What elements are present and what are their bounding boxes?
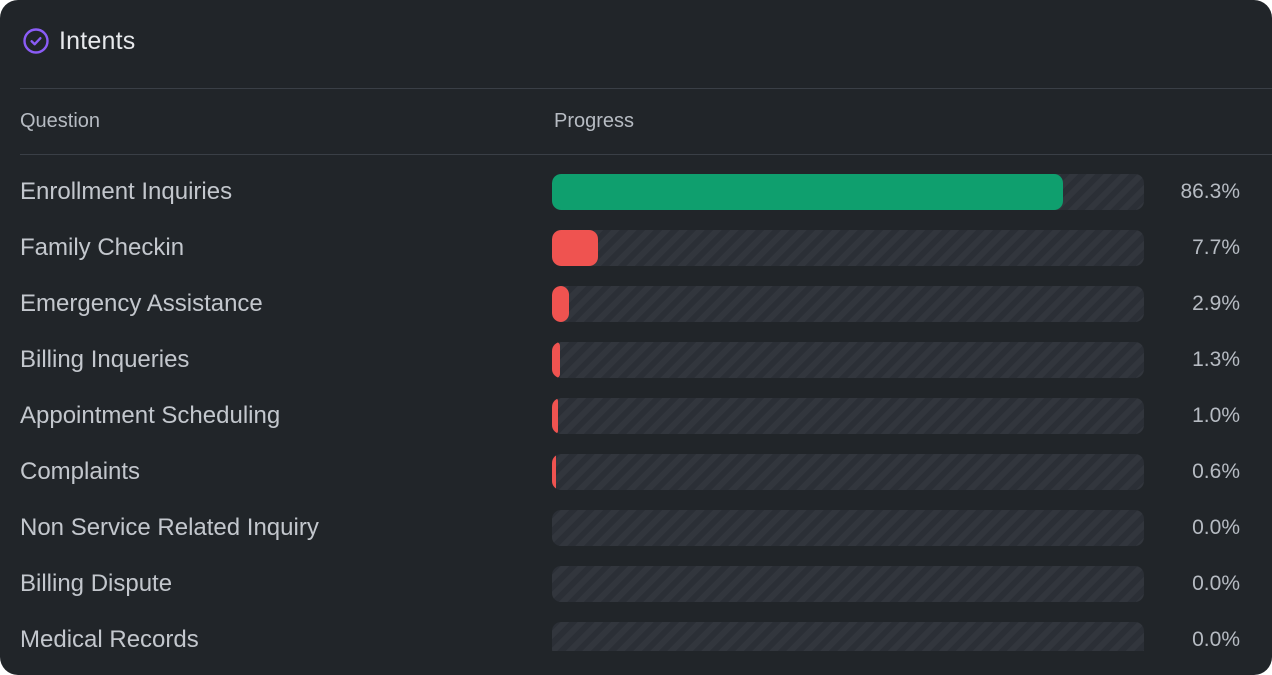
question-label: Emergency Assistance (20, 290, 263, 317)
progress-bar-fill (552, 454, 556, 490)
percent-value: 2.9% (1192, 292, 1240, 315)
table-row[interactable]: Billing Inqueries 1.3% (0, 342, 1272, 398)
table-row[interactable]: Enrollment Inquiries 86.3% (0, 174, 1272, 230)
percent-value: 0.0% (1192, 572, 1240, 595)
table-row[interactable]: Billing Dispute 0.0% (0, 566, 1272, 622)
intents-list[interactable]: Enrollment Inquiries 86.3% Family Checkin 7… (0, 174, 1272, 651)
table-row[interactable]: Complaints 0.6% (0, 454, 1272, 510)
progress-bar-fill (552, 342, 560, 378)
question-label: Non Service Related Inquiry (20, 514, 319, 541)
column-header-progress: Progress (554, 110, 635, 132)
progress-bar-track (552, 286, 1144, 322)
progress-bar-track (552, 230, 1144, 266)
progress-bar-fill (552, 286, 569, 322)
check-circle-icon (23, 28, 49, 54)
column-header-question: Question (20, 110, 101, 132)
table-row[interactable]: Non Service Related Inquiry 0.0% (0, 510, 1272, 566)
percent-value: 1.0% (1192, 404, 1240, 427)
percent-value: 0.6% (1192, 460, 1240, 483)
question-label: Billing Inqueries (20, 346, 190, 373)
table-row[interactable]: Appointment Scheduling 1.0% (0, 398, 1272, 454)
progress-bar-fill (552, 174, 1063, 210)
progress-bar-fill (552, 230, 598, 266)
table-row[interactable]: Family Checkin 7.7% (0, 230, 1272, 286)
question-label: Appointment Scheduling (20, 402, 281, 429)
table-row[interactable]: Emergency Assistance 2.9% (0, 286, 1272, 342)
table-header-divider (20, 154, 1272, 155)
progress-bar-fill (552, 398, 558, 434)
question-label: Billing Dispute (20, 570, 173, 597)
question-label: Family Checkin (20, 234, 185, 261)
panel-header: Intents (22, 26, 135, 56)
table-row[interactable]: Medical Records 0.0% (0, 622, 1272, 651)
progress-bar-track (552, 510, 1144, 546)
progress-bar-track (552, 454, 1144, 490)
progress-bar-track (552, 342, 1144, 378)
progress-bar-track (552, 622, 1144, 651)
question-label: Medical Records (20, 626, 199, 651)
header-divider (20, 88, 1272, 89)
question-label: Enrollment Inquiries (20, 178, 233, 205)
progress-bar-track (552, 398, 1144, 434)
percent-value: 7.7% (1192, 236, 1240, 259)
progress-bar-track (552, 174, 1144, 210)
progress-bar-track (552, 566, 1144, 602)
percent-value: 86.3% (1180, 180, 1240, 203)
question-label: Complaints (20, 458, 141, 485)
percent-value: 0.0% (1192, 516, 1240, 539)
percent-value: 0.0% (1192, 628, 1240, 651)
percent-value: 1.3% (1192, 348, 1240, 371)
panel-title: Intents (59, 26, 136, 55)
